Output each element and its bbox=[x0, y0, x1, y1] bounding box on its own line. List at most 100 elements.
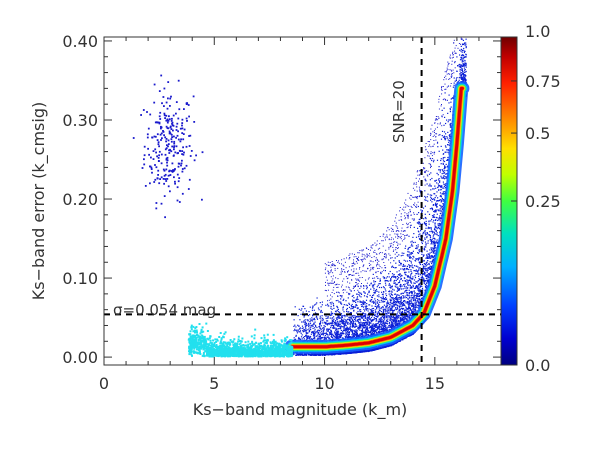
density-point bbox=[381, 291, 383, 293]
density-point bbox=[355, 315, 357, 318]
density-point bbox=[409, 254, 411, 256]
data-point bbox=[173, 145, 176, 147]
density-point bbox=[298, 338, 300, 340]
density-point bbox=[460, 56, 462, 58]
density-point bbox=[399, 319, 401, 321]
density-point bbox=[301, 308, 303, 310]
density-point bbox=[308, 328, 310, 330]
density-point bbox=[425, 224, 427, 226]
density-point bbox=[326, 328, 328, 330]
density-point bbox=[456, 56, 458, 58]
density-point bbox=[412, 245, 414, 247]
density-point bbox=[353, 332, 355, 334]
density-point bbox=[410, 297, 412, 299]
density-point bbox=[378, 323, 380, 326]
density-point bbox=[443, 107, 445, 109]
density-point bbox=[373, 332, 375, 334]
density-point bbox=[408, 256, 411, 258]
data-point bbox=[188, 135, 190, 137]
density-point bbox=[432, 250, 434, 252]
data-point bbox=[168, 132, 171, 135]
density-point bbox=[316, 335, 318, 337]
data-point bbox=[158, 115, 161, 118]
density-point bbox=[426, 255, 428, 257]
density-point bbox=[440, 175, 442, 177]
data-point bbox=[171, 117, 173, 120]
data-point bbox=[167, 174, 170, 177]
density-point bbox=[419, 262, 421, 264]
density-point bbox=[431, 177, 433, 180]
density-point bbox=[465, 44, 467, 46]
data-point bbox=[158, 182, 161, 185]
density-point bbox=[431, 207, 433, 209]
density-point bbox=[362, 334, 364, 336]
density-point bbox=[422, 266, 424, 268]
density-point bbox=[293, 337, 295, 339]
density-point bbox=[417, 273, 419, 275]
density-point bbox=[406, 234, 408, 236]
density-point bbox=[324, 354, 326, 356]
data-point bbox=[176, 173, 179, 176]
density-point bbox=[325, 332, 327, 334]
density-point bbox=[364, 305, 366, 307]
density-point bbox=[378, 329, 381, 331]
density-point bbox=[455, 78, 457, 80]
density-point bbox=[313, 323, 315, 325]
density-point bbox=[358, 327, 360, 329]
density-point bbox=[413, 309, 415, 311]
density-point bbox=[404, 237, 406, 239]
density-point bbox=[338, 301, 340, 303]
data-point bbox=[163, 182, 165, 185]
density-point bbox=[380, 299, 382, 301]
density-point bbox=[353, 323, 355, 325]
density-point bbox=[414, 277, 417, 279]
density-point bbox=[347, 323, 349, 325]
density-point bbox=[384, 315, 386, 318]
density-point bbox=[449, 107, 451, 110]
density-point bbox=[454, 80, 456, 82]
density-point bbox=[358, 319, 360, 321]
density-point bbox=[465, 66, 467, 68]
density-point bbox=[441, 173, 443, 175]
density-point bbox=[376, 331, 378, 333]
density-point bbox=[404, 304, 406, 307]
density-point bbox=[406, 279, 408, 281]
data-point bbox=[170, 133, 173, 136]
density-point bbox=[319, 335, 321, 338]
density-point bbox=[433, 244, 435, 247]
density-point bbox=[360, 311, 362, 313]
density-point bbox=[459, 73, 461, 75]
density-point bbox=[438, 189, 440, 191]
density-point bbox=[373, 289, 375, 291]
data-point bbox=[177, 130, 179, 133]
density-point bbox=[436, 206, 438, 208]
density-point bbox=[316, 315, 318, 317]
density-point bbox=[427, 257, 429, 259]
data-point bbox=[169, 105, 171, 107]
density-point bbox=[449, 126, 451, 128]
density-point bbox=[462, 79, 464, 81]
density-point bbox=[452, 97, 454, 99]
data-point bbox=[150, 166, 153, 169]
density-point bbox=[389, 302, 391, 304]
density-point bbox=[388, 316, 390, 318]
data-point bbox=[168, 130, 171, 133]
density-point bbox=[457, 81, 459, 83]
density-point bbox=[463, 67, 465, 69]
density-point bbox=[344, 320, 346, 322]
density-point bbox=[424, 289, 426, 291]
data-point bbox=[171, 136, 173, 138]
density-point bbox=[383, 287, 385, 289]
density-point bbox=[309, 306, 311, 308]
density-point bbox=[313, 309, 315, 311]
density-point bbox=[331, 321, 333, 323]
data-point bbox=[151, 136, 154, 139]
density-point bbox=[314, 304, 316, 306]
density-point bbox=[302, 331, 304, 333]
density-point bbox=[442, 191, 444, 193]
density-point bbox=[327, 330, 329, 332]
density-point bbox=[414, 305, 416, 307]
density-point bbox=[374, 298, 376, 300]
density-point bbox=[374, 331, 376, 333]
density-point bbox=[352, 299, 354, 301]
